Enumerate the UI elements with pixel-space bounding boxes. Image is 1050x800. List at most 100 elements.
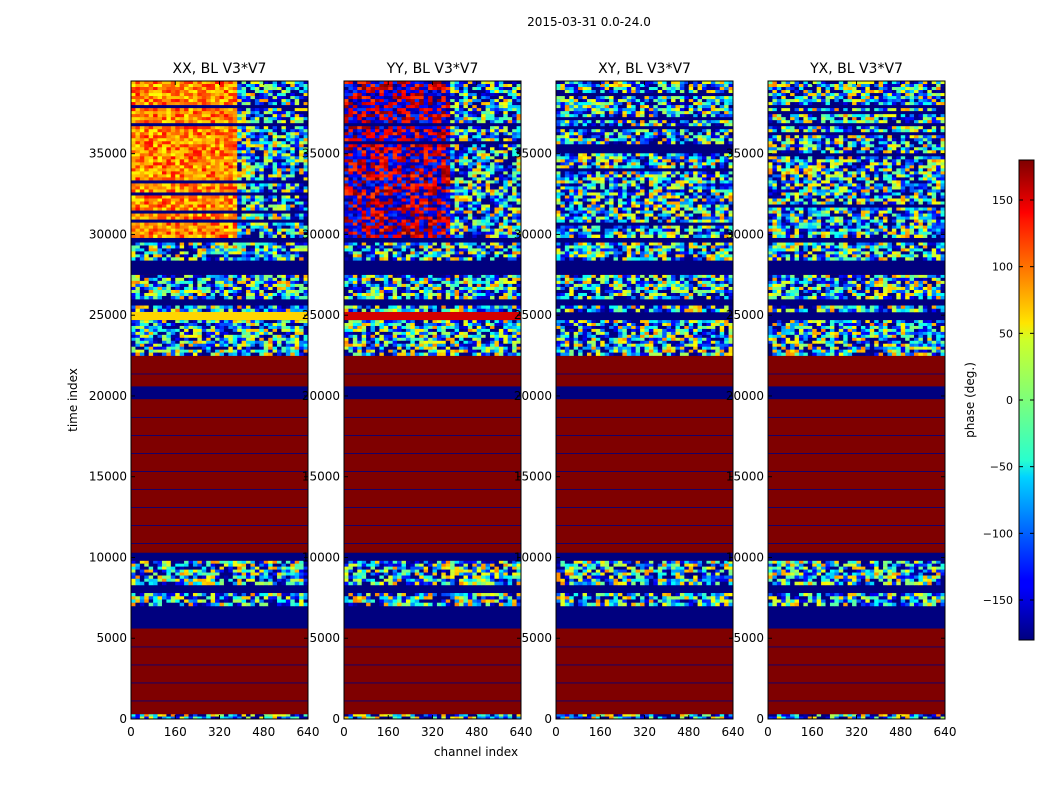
noise-cell	[441, 349, 447, 353]
noise-cell	[290, 126, 296, 130]
noise-cell	[184, 323, 189, 327]
noise-cell	[259, 337, 265, 342]
noise-cell	[405, 572, 411, 576]
noise-cell	[348, 602, 354, 607]
noise-cell	[498, 277, 504, 282]
noise-cell	[459, 286, 464, 291]
noise-cell	[188, 581, 194, 586]
noise-cell	[388, 308, 393, 313]
noise-cell	[388, 280, 393, 285]
noise-cell	[485, 581, 491, 586]
noise-cell	[237, 138, 242, 142]
noise-cell	[272, 254, 278, 258]
noise-cell	[228, 216, 234, 220]
noise-cell	[153, 340, 158, 345]
noise-cell	[445, 320, 451, 324]
noise-cell	[423, 283, 429, 288]
noise-cell	[507, 277, 513, 282]
noise-cell	[250, 325, 256, 330]
noise-cell	[228, 102, 234, 106]
noise-cell	[175, 108, 180, 112]
noise-cell	[254, 156, 260, 160]
noise-cell	[294, 334, 300, 339]
noise-cell	[268, 93, 273, 97]
noise-cell	[299, 242, 304, 246]
noise-cell	[344, 593, 349, 597]
noise-cell	[153, 204, 158, 208]
noise-cell	[237, 323, 242, 327]
noise-cell	[135, 283, 141, 288]
noise-cell	[419, 325, 424, 330]
noise-cell	[201, 147, 207, 151]
noise-cell	[179, 231, 185, 235]
noise-cell	[423, 596, 429, 600]
noise-cell	[303, 563, 308, 567]
scan-separator	[131, 507, 308, 508]
noise-cell	[357, 602, 362, 607]
noise-cell	[206, 171, 211, 175]
noise-cell	[219, 334, 225, 339]
noise-cell	[139, 111, 145, 115]
noise-cell	[454, 305, 460, 310]
noise-cell	[228, 596, 234, 600]
noise-cell	[463, 334, 469, 339]
noise-cell	[161, 183, 167, 187]
noise-cell	[498, 563, 504, 567]
noise-cell	[423, 340, 429, 345]
noise-cell	[188, 189, 194, 193]
noise-cell	[410, 280, 416, 285]
noise-cell	[281, 102, 287, 106]
noise-cell	[290, 280, 296, 285]
noise-cell	[259, 277, 265, 282]
noise-cell	[294, 216, 300, 220]
noise-cell	[170, 308, 176, 313]
noise-cell	[131, 84, 136, 88]
noise-cell	[179, 349, 185, 353]
noise-cell	[237, 277, 242, 282]
noise-cell	[281, 578, 287, 583]
noise-cell	[139, 201, 145, 205]
noise-cell	[250, 168, 256, 172]
noise-cell	[139, 183, 145, 187]
noise-cell	[441, 289, 447, 294]
noise-cell	[144, 346, 149, 350]
noise-cell	[184, 581, 189, 586]
noise-cell	[241, 102, 247, 106]
noise-cell	[299, 174, 304, 178]
noise-cell	[232, 126, 238, 130]
x-tick-label: 320	[208, 725, 231, 739]
noise-cell	[166, 96, 172, 100]
noise-cell	[490, 572, 495, 576]
noise-cell	[454, 308, 460, 313]
noise-cell	[197, 207, 203, 211]
noise-cell	[507, 352, 513, 356]
noise-cell	[436, 572, 442, 576]
noise-cell	[223, 231, 229, 235]
noise-cell	[476, 308, 482, 313]
noise-cell	[281, 286, 287, 291]
noise-cell	[476, 334, 482, 339]
noise-cell	[170, 111, 176, 115]
noise-cell	[188, 296, 194, 300]
noise-cell	[268, 325, 273, 330]
noise-cell	[516, 323, 521, 327]
noise-cell	[414, 337, 420, 342]
noise-cell	[192, 334, 198, 339]
noise-cell	[144, 325, 149, 330]
noise-cell	[131, 340, 136, 345]
noise-cell	[135, 132, 141, 136]
noise-cell	[476, 277, 482, 282]
noise-cell	[246, 251, 251, 255]
noise-cell	[175, 168, 180, 172]
noise-cell	[246, 296, 251, 300]
noise-cell	[374, 352, 380, 356]
noise-cell	[299, 141, 304, 145]
noise-cell	[263, 132, 269, 136]
noise-cell	[397, 283, 402, 288]
noise-cell	[250, 207, 256, 211]
noise-cell	[294, 337, 300, 342]
noise-cell	[348, 572, 354, 576]
noise-cell	[135, 108, 141, 112]
noise-cell	[144, 102, 149, 106]
noise-cell	[503, 320, 509, 324]
